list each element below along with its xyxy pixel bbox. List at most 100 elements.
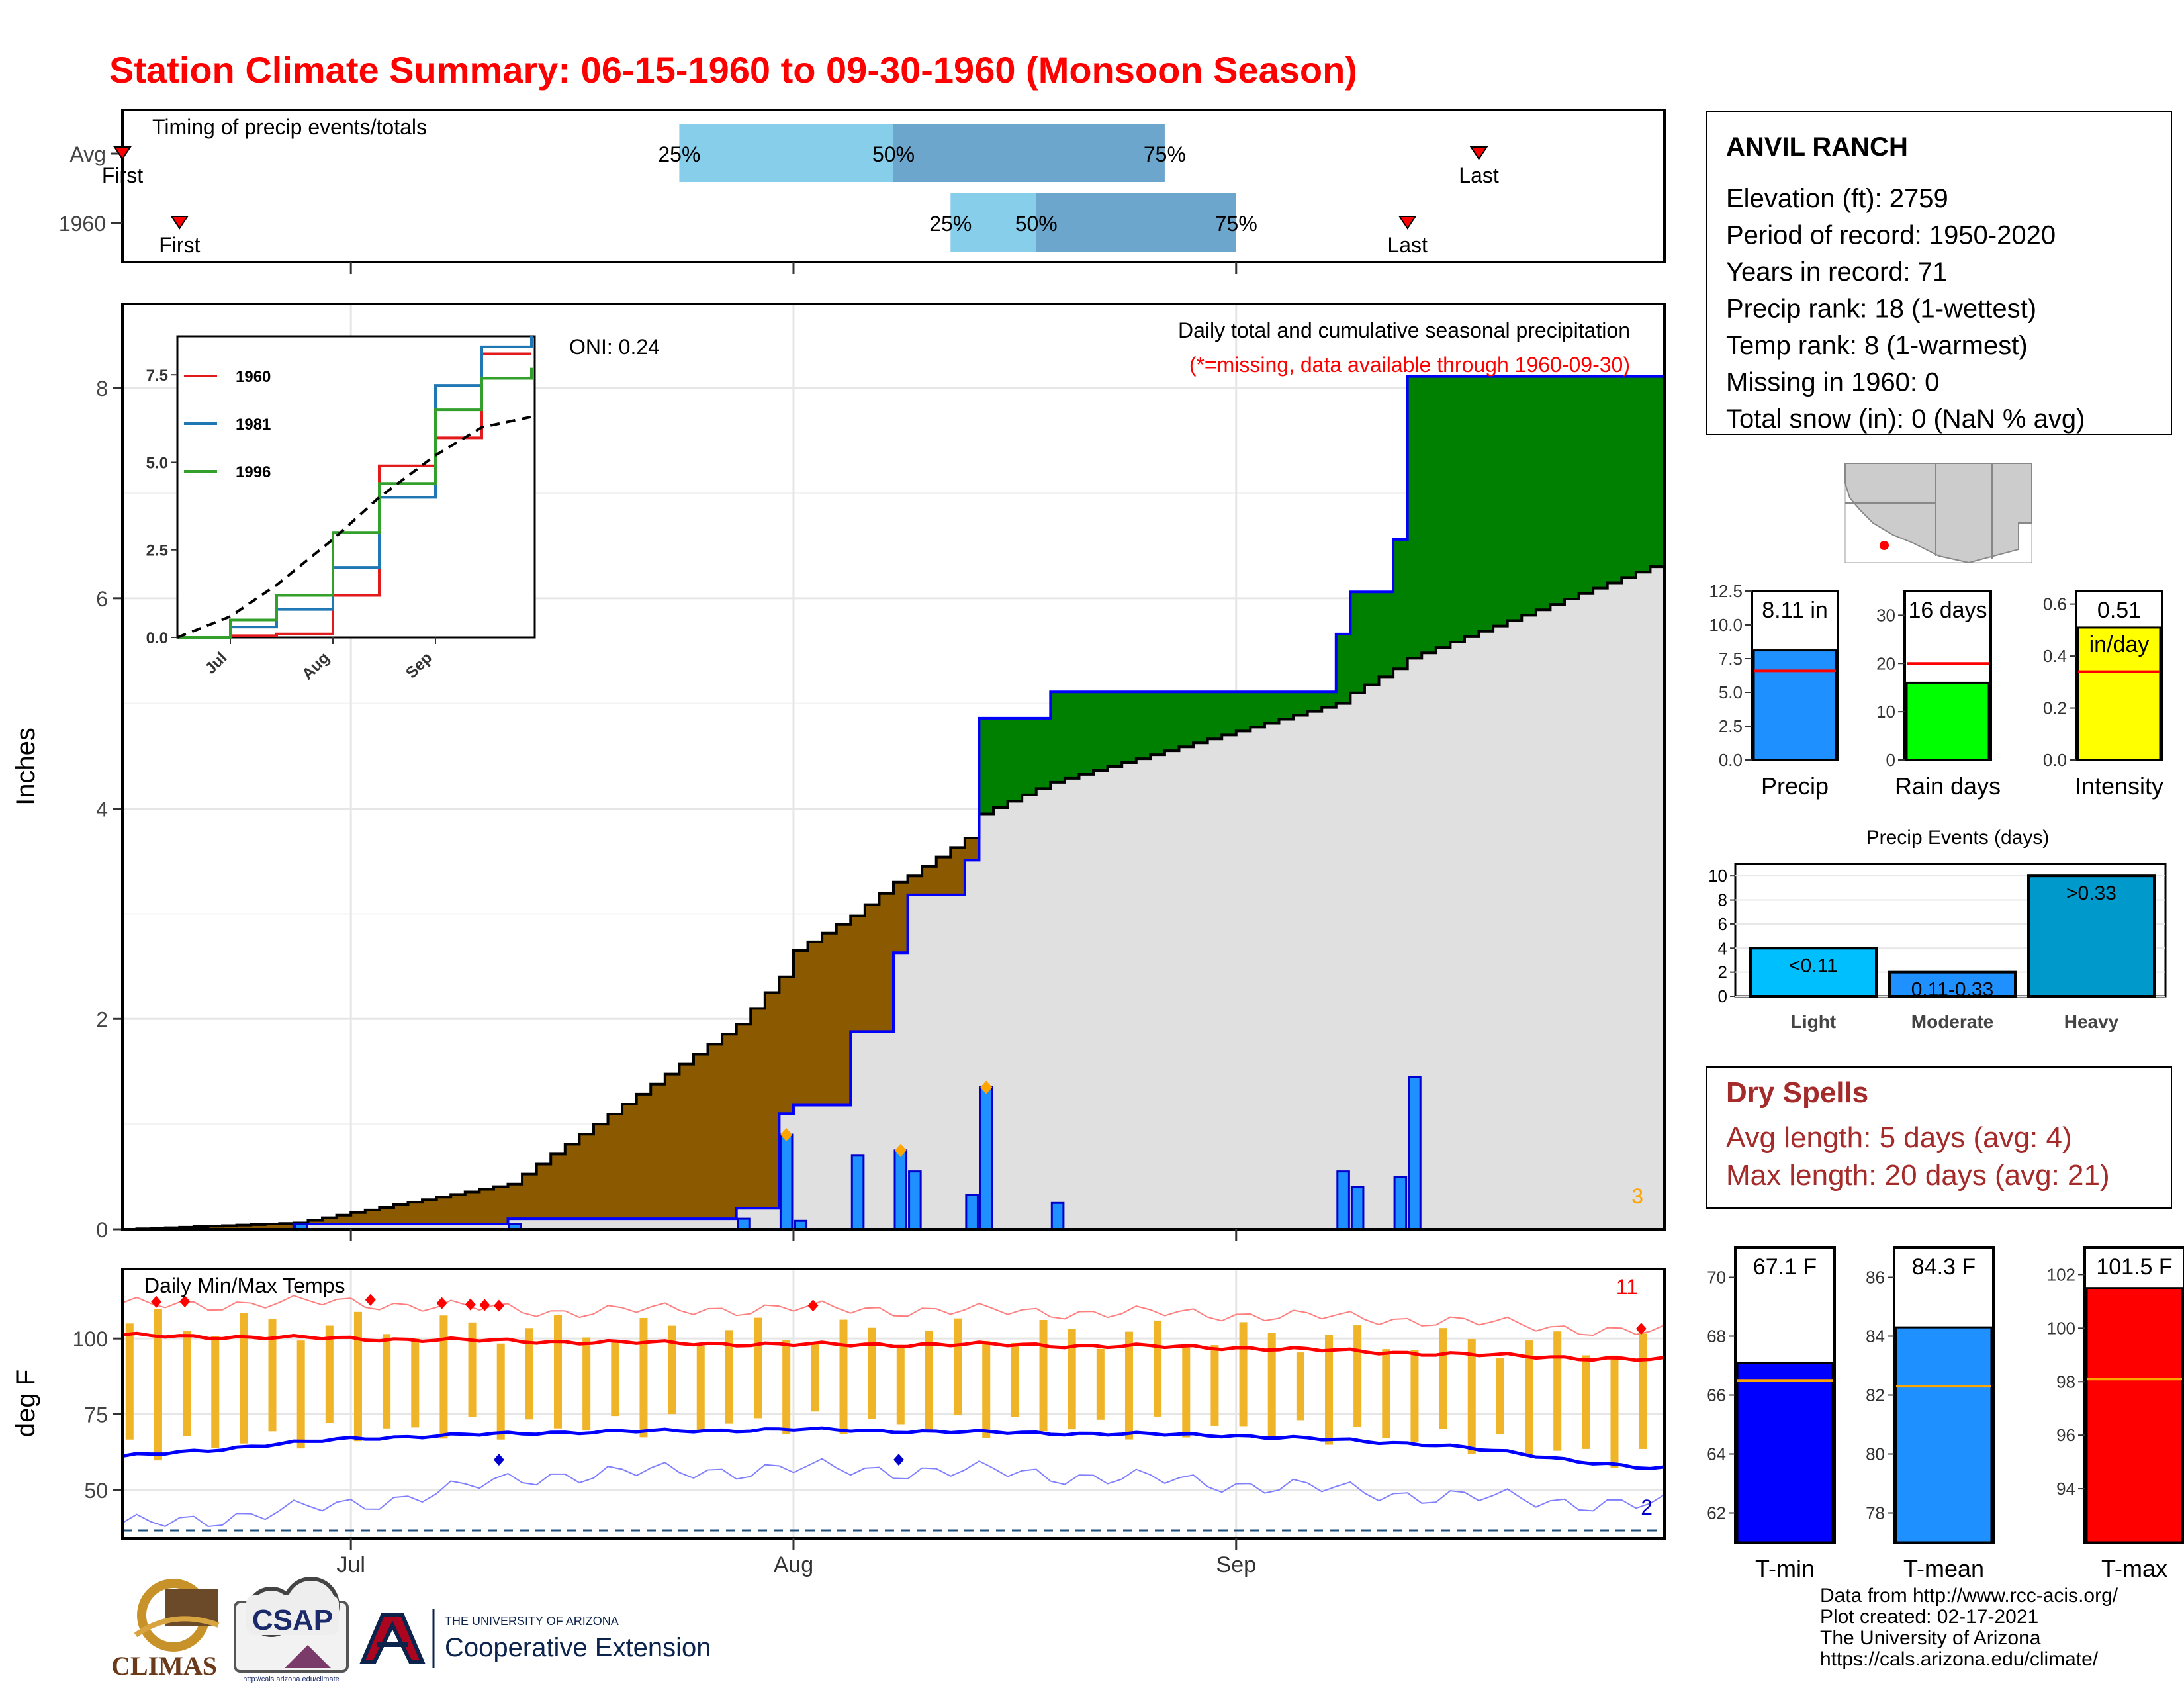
daily-temp-range-bar: [954, 1318, 962, 1415]
deficit-band: [751, 1008, 766, 1209]
record-max-marker: [493, 1299, 504, 1312]
deficit-band: [679, 1064, 694, 1219]
events-category-label: Heavy: [2064, 1011, 2119, 1032]
inset-series-line: [177, 352, 531, 639]
daily-temp-range-bar: [1124, 1331, 1133, 1440]
quartile-box-late: [1036, 193, 1236, 252]
surplus-band: [1607, 376, 1622, 583]
record-max-marker: [365, 1293, 376, 1306]
summary-value-label: 67.1 F: [1753, 1254, 1817, 1280]
events-category-label: Moderate: [1911, 1011, 1993, 1032]
surplus-band: [1322, 692, 1337, 708]
surplus-band: [1307, 692, 1322, 712]
deficit-band: [379, 1207, 394, 1225]
daily-temp-range-bar: [240, 1313, 248, 1444]
deficit-band: [593, 1124, 609, 1219]
surplus-band: [1593, 376, 1608, 588]
deficit-band: [336, 1215, 351, 1225]
surplus-band: [1450, 376, 1465, 642]
surplus-band: [1193, 692, 1208, 743]
deficit-band: [922, 866, 937, 895]
avg-cumulative-line: [122, 565, 1664, 1231]
surplus-band: [1336, 633, 1351, 704]
summary-bar-name: Intensity: [2075, 773, 2163, 800]
quartile-label: 75%: [1144, 142, 1186, 166]
record-min-count: 2: [1641, 1495, 1653, 1519]
mini-chart-tick-label: 102: [2047, 1264, 2075, 1284]
surplus-band: [1479, 376, 1494, 632]
summary-value-bar: [1905, 681, 1990, 761]
station-info-line: Elevation (ft): 2759: [1726, 184, 1948, 213]
summary-bar-chart: 0.0 2.5 5.0 7.5 10.0 12.5 8.11 in Precip: [1709, 581, 1839, 800]
daily-temp-range-bar: [1467, 1338, 1476, 1454]
temp-bar-chart: 62 64 66 68 70 67.1 F T-min: [1707, 1246, 1836, 1582]
daily-precip-bar: [965, 1194, 979, 1231]
quartile-label: 25%: [658, 142, 700, 166]
mini-chart-tick-label: 70: [1707, 1268, 1726, 1288]
quartile-box-early: [950, 193, 1036, 252]
y-tick-label: 0: [96, 1218, 108, 1242]
deficit-band: [608, 1114, 623, 1219]
deficit-band: [393, 1205, 409, 1225]
surplus-band: [979, 718, 994, 814]
deficit-band: [651, 1084, 666, 1219]
surplus-band: [1250, 692, 1265, 727]
deficit-band: [707, 1044, 723, 1219]
surplus-band: [1493, 376, 1508, 626]
surplus-band: [1036, 718, 1051, 789]
mini-chart-tick-label: 96: [2056, 1425, 2075, 1445]
last-event-marker: [1469, 146, 1488, 160]
daily-temp-range-bar: [1210, 1345, 1219, 1426]
record-max-marker: [465, 1298, 476, 1311]
deficit-band: [536, 1164, 551, 1219]
deficit-band: [522, 1174, 537, 1219]
events-bar-label: >0.33: [2066, 882, 2116, 904]
daily-temp-range-bar: [1382, 1349, 1390, 1438]
daily-temp-range-bar: [754, 1317, 762, 1419]
mini-chart-tick-label: 64: [1707, 1444, 1726, 1464]
avg-max-temp-line: [122, 1331, 1665, 1362]
dry-spells-title: Dry Spells: [1726, 1076, 1868, 1109]
summary-bar-name: T-min: [1755, 1555, 1815, 1582]
surplus-band: [1650, 376, 1665, 567]
ua-big-text: Cooperative Extension: [445, 1633, 711, 1662]
daily-precip-bar: [1393, 1176, 1408, 1231]
surplus-band: [1179, 692, 1194, 747]
events-tick-label: 0: [1718, 986, 1727, 1006]
events-tick-label: 4: [1718, 938, 1727, 958]
deficit-band: [208, 1226, 223, 1229]
deficit-band: [508, 1184, 523, 1219]
daily-temp-range-bar: [925, 1330, 933, 1432]
deficit-band: [722, 1034, 737, 1219]
y-tick-label: 4: [96, 798, 108, 821]
surplus-band: [1022, 718, 1037, 795]
daily-temp-range-bar: [582, 1337, 591, 1431]
daily-temp-range-bar: [782, 1340, 791, 1434]
surplus-band: [1379, 592, 1394, 677]
dry-spells-max: Max length: 20 days (avg: 21): [1726, 1159, 2110, 1192]
daily-temp-range-bar: [468, 1322, 477, 1417]
surplus-band: [1279, 692, 1294, 720]
surplus-band: [1264, 692, 1280, 724]
summary-value-bar: [1752, 649, 1837, 761]
deficit-band: [222, 1225, 238, 1229]
mini-chart-tick-label: 0.6: [2043, 594, 2067, 614]
inset-legend-label: 1960: [236, 368, 271, 386]
surplus-band: [993, 718, 1009, 808]
deficit-band: [422, 1199, 437, 1225]
surplus-band: [1207, 692, 1222, 739]
deficit-band: [493, 1186, 509, 1225]
surplus-band: [1621, 376, 1637, 578]
surplus-band: [1122, 692, 1137, 763]
summary-value-bar: [2085, 1287, 2183, 1544]
station-info-line: Years in record: 71: [1726, 258, 1947, 287]
daily-temp-range-bar: [411, 1338, 420, 1428]
mini-chart-tick-label: 2.5: [1719, 716, 1743, 736]
inset-series-line: [177, 336, 533, 639]
daily-temp-range-bar: [1239, 1322, 1248, 1427]
daily-temp-range-bar: [1410, 1350, 1419, 1442]
mini-chart-tick-label: 12.5: [1709, 581, 1743, 601]
daily-temp-range-bar: [154, 1309, 162, 1461]
events-chart-title: Precip Events (days): [1866, 827, 2050, 849]
timing-row-label: Avg: [69, 142, 106, 166]
